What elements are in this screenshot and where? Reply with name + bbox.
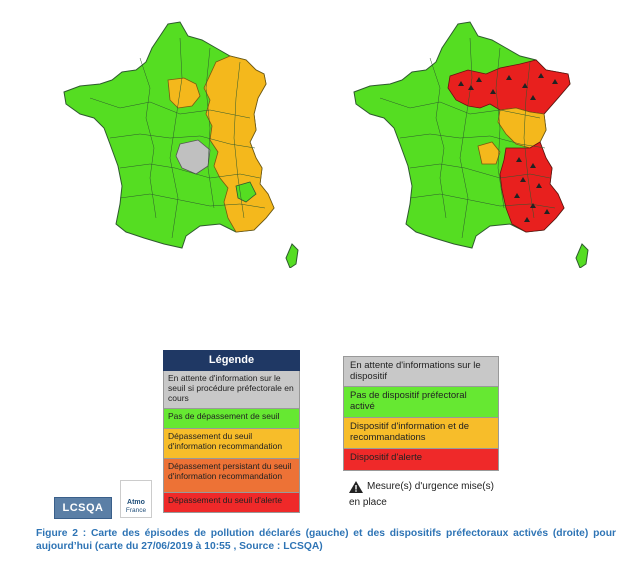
legend-device-waiting: En attente d'informations sur le disposi… xyxy=(343,356,499,387)
atmo-france-logo: Atmo France xyxy=(120,480,152,518)
zone-orange-east-left xyxy=(203,55,275,233)
legend-title: Légende xyxy=(163,350,300,371)
atmo-logo-name: Atmo xyxy=(127,499,145,506)
urgence-markers xyxy=(458,73,558,222)
figure-caption: Figure 2 : Carte des épisodes de polluti… xyxy=(36,528,616,552)
warning-triangle-icon xyxy=(349,481,363,497)
department-borders-left xyxy=(89,37,266,239)
legend-item-waiting: En attente d'information sur le seuil si… xyxy=(163,371,300,409)
legend-left: Légende En attente d'information sur le … xyxy=(163,350,300,513)
zone-grey-center-left xyxy=(175,139,211,175)
legend-item-no-exceed: Pas de dépassement de seuil xyxy=(163,409,300,429)
lcsqa-logo: LCSQA xyxy=(54,497,112,519)
legend-right: En attente d'informations sur le disposi… xyxy=(343,356,499,471)
legend-device-info: Dispositif d'information et de recommand… xyxy=(343,418,499,449)
legend-item-info-threshold: Dépassement du seuil d'information recom… xyxy=(163,429,300,459)
legend-item-persistent: Dépassement persistant du seuil d'inform… xyxy=(163,459,300,493)
legend-urgence: Mesure(s) d'urgence mise(s) en place xyxy=(349,481,499,509)
atmo-logo-sub: France xyxy=(125,507,147,514)
urgence-label: Mesure(s) d'urgence mise(s) en place xyxy=(349,481,494,508)
corsica-left xyxy=(285,243,299,268)
zone-orange-west-right xyxy=(477,141,501,165)
zone-orange-north-left xyxy=(167,77,201,109)
zone-red-northeast-right xyxy=(447,59,571,115)
legend-device-none: Pas de dispositif préfectoral activé xyxy=(343,387,499,418)
department-borders-right xyxy=(379,37,556,239)
zone-red-southeast-right xyxy=(499,141,565,233)
legend-device-alert: Dispositif d'alerte xyxy=(343,449,499,471)
corsica-right xyxy=(575,243,589,268)
legend-item-alert: Dépassement du seuil d'alerte xyxy=(163,493,300,513)
map-left-pollution-episodes xyxy=(63,21,299,268)
map-right-prefectoral-devices xyxy=(353,21,589,268)
